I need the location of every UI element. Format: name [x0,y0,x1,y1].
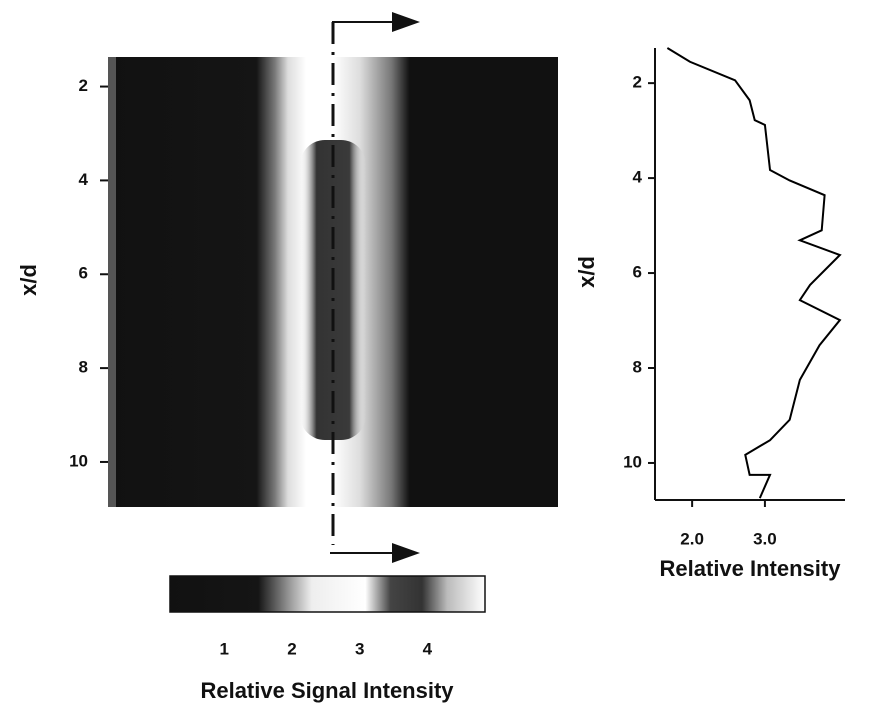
y-tick-label: 6 [633,263,642,282]
colorbar-tick-label: 4 [423,639,433,658]
x-tick-label: 2.0 [680,529,704,548]
y-tick-label: 10 [623,452,642,471]
y-label: x/d [574,256,599,288]
y-tick-label: 6 [79,264,88,283]
arrow-head [392,12,420,32]
y-tick-label: 8 [633,357,642,376]
arrow-head [392,543,420,563]
y-tick-label: 2 [79,76,88,95]
colorbar-tick-label: 1 [219,639,228,658]
y-tick-label: 10 [69,451,88,470]
y-tick-label: 4 [79,170,89,189]
y-tick-label: 4 [633,168,643,187]
y-tick-label: 2 [633,73,642,92]
image-edge [108,57,116,507]
colorbar-tick-label: 3 [355,639,364,658]
x-tick-label: 3.0 [753,529,777,548]
x-label: Relative Intensity [660,556,842,581]
y-label: x/d [16,264,41,296]
colorbar-tick-label: 2 [287,639,296,658]
y-tick-label: 8 [79,358,88,377]
arrow [332,21,405,38]
colorbar-label: Relative Signal Intensity [200,678,454,703]
profile-line [666,47,842,499]
colorbar [169,575,486,613]
